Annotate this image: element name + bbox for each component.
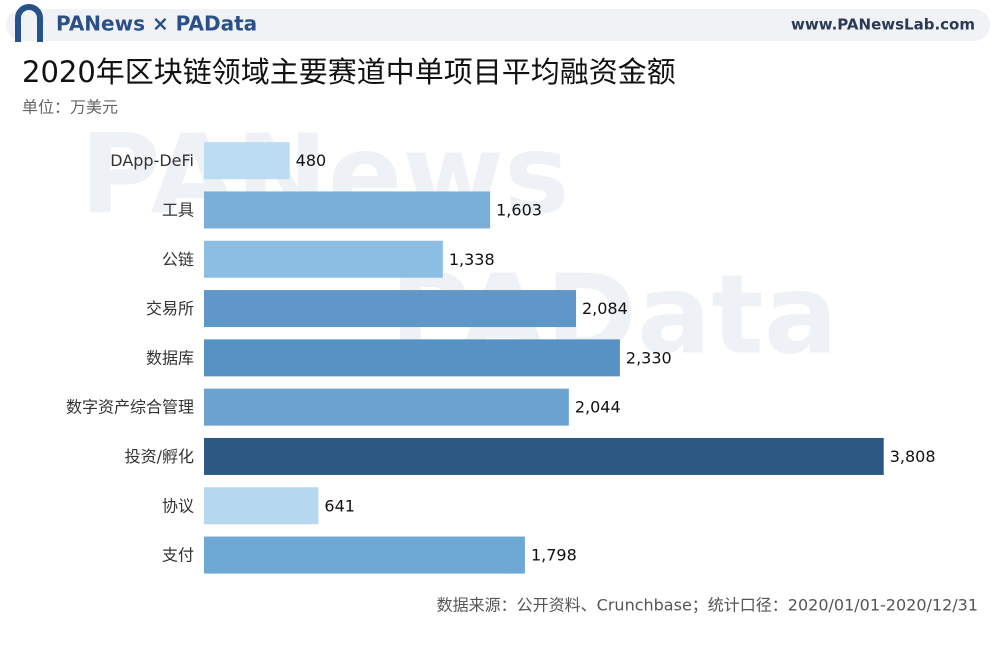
- data-label: 3,808: [890, 447, 936, 466]
- y-tick-label: DApp-DeFi: [110, 151, 194, 170]
- chart-title: 2020年区块链领域主要赛道中单项目平均融资金额: [22, 55, 676, 89]
- data-label: 2,330: [626, 348, 672, 367]
- bar: [204, 290, 576, 328]
- data-label: 641: [324, 496, 355, 515]
- data-label: 1,338: [449, 250, 495, 269]
- data-label: 480: [296, 151, 327, 170]
- y-tick-label: 数据库: [146, 348, 194, 367]
- bar: [204, 437, 884, 475]
- bar: [204, 339, 620, 377]
- data-label: 2,084: [582, 299, 628, 318]
- chart-subtitle: 单位：万美元: [22, 98, 118, 117]
- url: www.PANewsLab.com: [791, 16, 975, 34]
- data-label: 1,603: [496, 200, 542, 219]
- bar: [204, 191, 491, 229]
- bar: [204, 536, 525, 574]
- y-tick-label: 支付: [162, 546, 194, 565]
- header-bar: [6, 9, 990, 41]
- bar: [204, 240, 443, 278]
- bar: [204, 487, 319, 525]
- source-note: 数据来源：公开资料、Crunchbase；统计口径：2020/01/01-202…: [437, 596, 978, 615]
- brand: PANews × PAData: [56, 12, 257, 36]
- y-tick-label: 协议: [162, 496, 194, 515]
- logo: [15, 4, 43, 42]
- y-tick-label: 投资/孵化: [125, 447, 194, 466]
- y-tick-label: 数字资产综合管理: [66, 398, 194, 417]
- y-tick-label: 交易所: [146, 299, 194, 318]
- y-tick-label: 工具: [162, 200, 194, 219]
- data-label: 2,044: [575, 398, 621, 417]
- bar: [204, 142, 290, 180]
- bar: [204, 388, 569, 426]
- y-tick-label: 公链: [162, 250, 194, 269]
- data-label: 1,798: [531, 546, 577, 565]
